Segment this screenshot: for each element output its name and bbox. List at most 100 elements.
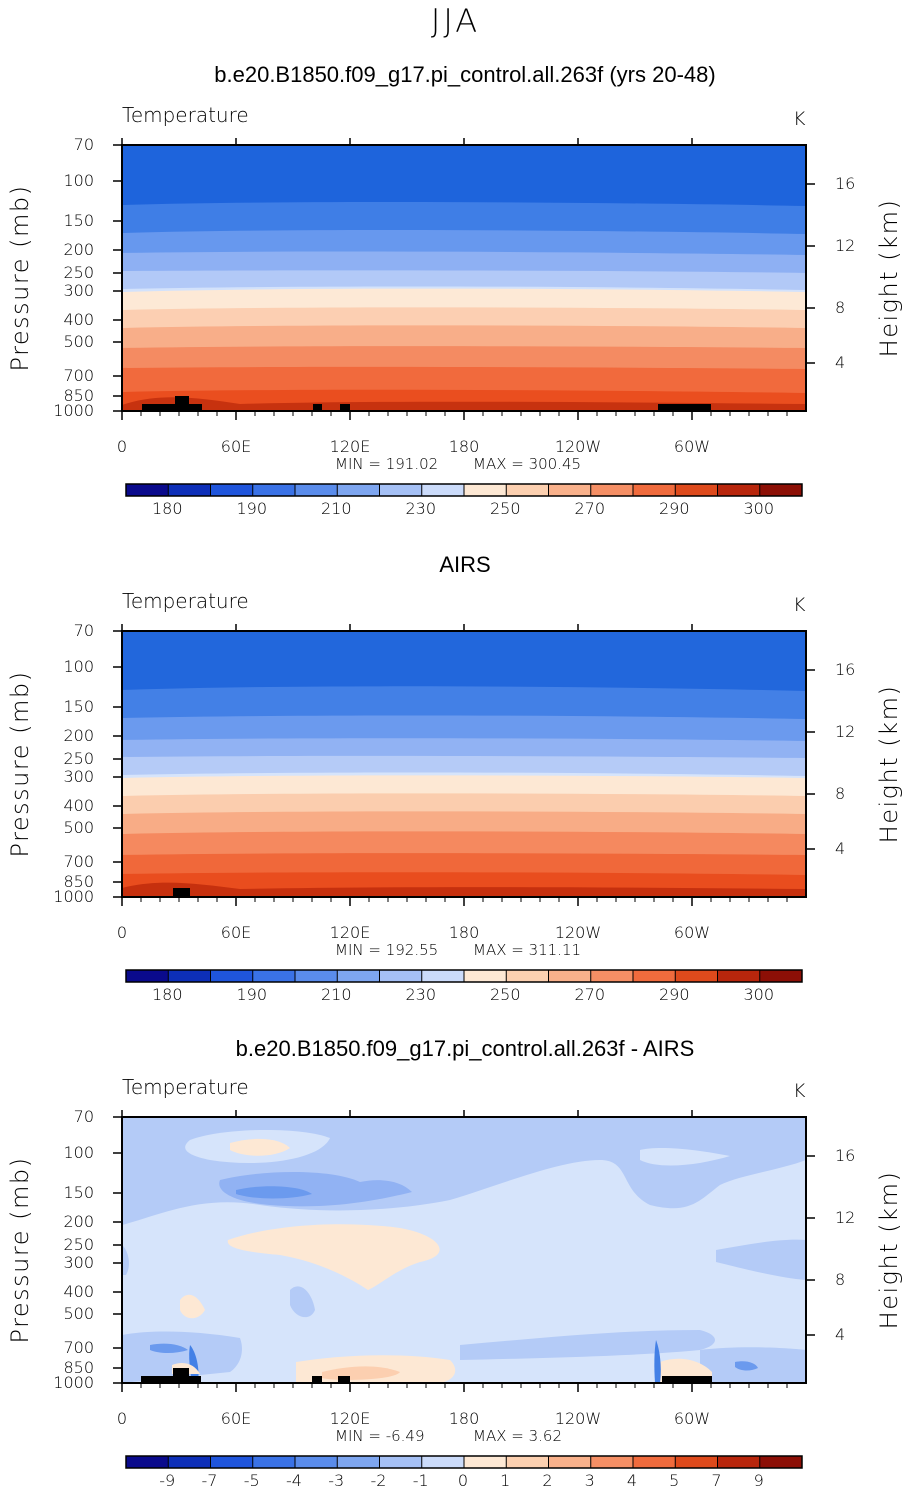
season-title: JJA	[430, 2, 481, 40]
panel2-xtick-label: 120E	[329, 923, 371, 942]
panel3-contour	[716, 1239, 806, 1280]
panel2-colorbar-label: 230	[405, 985, 437, 1004]
panel2-xtick-label: 60E	[220, 923, 252, 942]
panel1-ytick-right-label: 12	[835, 236, 856, 255]
panel1-variable: Temperature	[122, 103, 249, 127]
panel2-colorbar-box	[168, 970, 211, 982]
panel3-contour	[230, 1138, 290, 1156]
panel2-ytick-label: 400	[63, 796, 94, 815]
panel3-ytick-label: 100	[63, 1143, 94, 1162]
panel1-colorbar-box	[295, 484, 338, 496]
panel1-topography	[142, 396, 711, 411]
panel1-ytick-label: 150	[63, 211, 94, 230]
panel1-max: MAX = 300.45	[473, 455, 582, 473]
panel3-colorbar-box	[506, 1456, 549, 1468]
panel1-ytick-right-label: 4	[835, 353, 846, 372]
panel3-ytick-label: 200	[63, 1212, 94, 1231]
panel2-colorbar-box	[126, 970, 169, 982]
panel3-colorbar-label: -7	[201, 1471, 218, 1490]
panel3-colorbar-box	[421, 1456, 465, 1468]
panel3-ytick-label: 500	[63, 1304, 94, 1323]
panel3-colorbar-box	[168, 1456, 211, 1468]
panel2-colorbar-box	[210, 970, 254, 982]
panel1-ytick-label: 300	[63, 281, 94, 300]
panel2-colorbar-box	[337, 970, 380, 982]
panel3-colorbar-box	[633, 1456, 676, 1468]
panel3-colorbar-box	[675, 1456, 718, 1468]
panel3-colorbar-label: 2	[542, 1471, 553, 1490]
panel1-colorbar-box	[759, 484, 803, 496]
panel2-xtick-label: 0	[116, 923, 128, 942]
panel3-colorbar-box	[295, 1456, 338, 1468]
panel3-contour	[290, 1286, 315, 1318]
panel3-ytick-label: 250	[63, 1235, 94, 1254]
panel2-max: MAX = 311.11	[473, 941, 582, 959]
panel1-ytick-label: 700	[63, 366, 94, 385]
panel1-ytick-right-label: 8	[835, 298, 846, 317]
panel2-ytick-right-label: 4	[835, 839, 846, 858]
panel3-ytick-label: 300	[63, 1253, 94, 1272]
panel3-colorbar-box	[759, 1456, 803, 1468]
panel1-ytick-label: 400	[63, 310, 94, 329]
panel2-ytick-label: 1000	[53, 887, 94, 906]
panel3-contour	[150, 1343, 188, 1353]
panel3-colorbar-box	[548, 1456, 592, 1468]
panel3-ytick-label: 150	[63, 1183, 94, 1202]
panel2-colorbar-box	[464, 970, 507, 982]
panel3-colorbar-label: -3	[328, 1471, 345, 1490]
panel2-ytick-label: 200	[63, 726, 94, 745]
panel1-colorbar-label: 190	[236, 499, 268, 518]
panel1-ytick-label: 500	[63, 332, 94, 351]
panel1-colorbar-box	[379, 484, 423, 496]
panel2-band	[122, 882, 806, 897]
panel3-min: MIN = -6.49	[335, 1427, 425, 1445]
panel2-colorbar-label: 300	[743, 985, 775, 1004]
panel1-colorbar-box	[337, 484, 380, 496]
panel2-ytick-right-label: 12	[835, 722, 856, 741]
panel3-contour	[227, 1224, 440, 1290]
panel1-band	[122, 397, 806, 411]
panel3-colorbar-box	[717, 1456, 761, 1468]
panel1-units: K	[793, 108, 806, 130]
panel3-contour	[180, 1294, 205, 1319]
panel2-ytick-right-label: 16	[835, 660, 856, 679]
panel2-colorbar-label: 190	[236, 985, 268, 1004]
panel3-colorbar-box	[210, 1456, 254, 1468]
panel3-colorbar-box	[126, 1456, 169, 1468]
panel1-colorbar-label: 210	[320, 499, 352, 518]
panel2-ytick-label: 70	[73, 621, 94, 640]
panel1-xtick-label: 120E	[329, 437, 371, 456]
panel1-colorbar-label: 180	[151, 499, 183, 518]
panel2-title: AIRS	[439, 552, 491, 577]
panel3-contour	[122, 1245, 129, 1275]
panel3-topography	[141, 1368, 712, 1383]
panel2-ytick-label: 850	[63, 872, 94, 891]
panel3-colorbar-label: -5	[243, 1471, 260, 1490]
panel3-contour	[236, 1186, 312, 1199]
panel2-colorbar-box	[759, 970, 803, 982]
panel3-xtick-label: 0	[116, 1409, 128, 1428]
panel3-colorbar-box	[464, 1456, 507, 1468]
panel3-ytick-right-label: 8	[835, 1270, 846, 1289]
panel3-colorbar-label: 1	[500, 1471, 511, 1490]
panel3-ytick-label: 70	[73, 1107, 94, 1126]
panel1-xtick-label: 180	[448, 437, 480, 456]
panel3-colorbar-label: -1	[412, 1471, 429, 1490]
panel2-ytick-right-label: 8	[835, 784, 846, 803]
panel2-colorbar-box	[717, 970, 761, 982]
panel1-ytick-label: 850	[63, 386, 94, 405]
panel2-topography	[173, 888, 190, 897]
panel3-title: b.e20.B1850.f09_g17.pi_control.all.263f …	[235, 1036, 695, 1061]
panel3-colorbar-label: -9	[159, 1471, 176, 1490]
panel1-xtick-label: 0	[116, 437, 128, 456]
panel1-colorbar-label: 300	[743, 499, 775, 518]
panel3-colorbar-box	[590, 1456, 634, 1468]
panel2-colorbar-label: 250	[489, 985, 521, 1004]
panel2-ytick-label: 300	[63, 767, 94, 786]
